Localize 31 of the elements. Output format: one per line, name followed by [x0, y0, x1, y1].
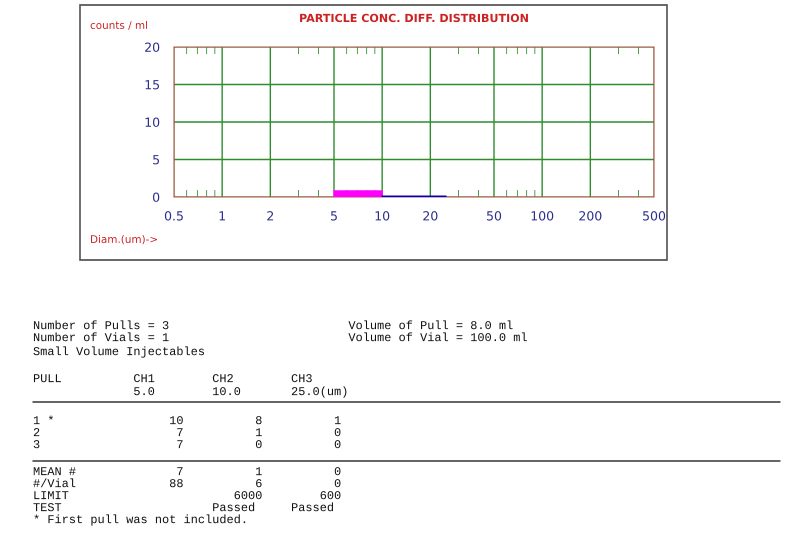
- text: TEST Passed Passed: [33, 502, 333, 512]
- x-tick-label: 50: [487, 211, 502, 221]
- y-tick-label: 0: [152, 192, 160, 202]
- x-tick-label: 20: [423, 211, 438, 221]
- y-axis-title: counts / ml: [90, 20, 148, 30]
- y-tick-label: 10: [146, 117, 160, 127]
- x-axis-title: Diam.(um)->: [91, 234, 158, 244]
- text: LIMIT 6000 600: [34, 491, 340, 500]
- text: 2 7 1 0: [34, 428, 340, 436]
- text: 1 * 10 8 1: [34, 415, 341, 424]
- text: 5.0 10.0 25.0(um): [134, 386, 346, 398]
- text: * First pull was not included.: [34, 514, 246, 526]
- text: 3 7 0 0: [34, 440, 340, 448]
- x-tick-label: 5: [330, 211, 337, 221]
- chart-title: PARTICLE CONC. DIFF. DISTRIBUTION: [300, 14, 528, 22]
- y-tick-label: 5: [153, 155, 160, 164]
- text: #/Vial 88 6 0: [33, 478, 340, 488]
- y-tick-label: 20: [145, 42, 160, 52]
- x-tick-label: 2: [267, 211, 274, 220]
- x-tick-label: 0.5: [164, 211, 183, 221]
- x-tick-label: 500: [643, 211, 666, 221]
- text: Small Volume Injectables: [33, 346, 204, 358]
- x-tick-label: 100: [532, 211, 554, 221]
- text: Number of Vials = 1 Volume of Vial = 100.0 ml: [34, 332, 527, 342]
- x-tick-label: 1: [220, 211, 225, 220]
- x-tick-label: 200: [579, 211, 602, 221]
- x-tick-label: 10: [376, 211, 390, 221]
- text: PULL CH1 CH2 CH3: [34, 374, 312, 382]
- text: MEAN # 7 1 0: [34, 467, 340, 476]
- text: Number of Pulls = 3 Volume of Pull = 8.0 ml: [34, 320, 513, 330]
- y-tick-label: 15: [146, 80, 160, 90]
